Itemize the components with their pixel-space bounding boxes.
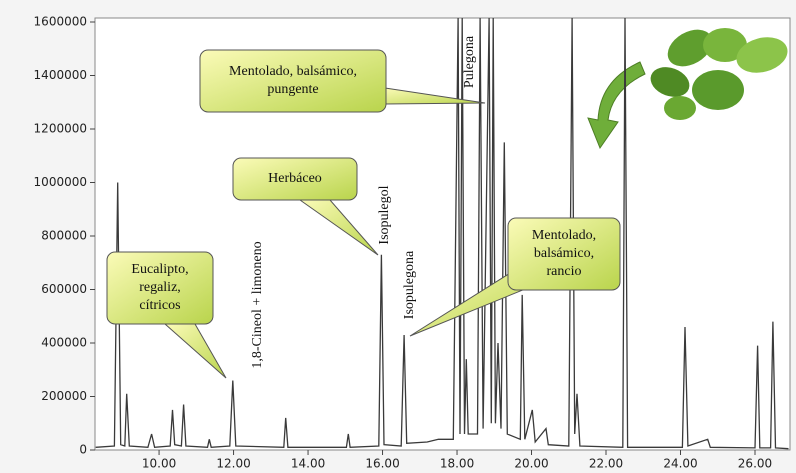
- y-tick-label: 1400000: [34, 68, 87, 82]
- x-tick-label: 26.00: [738, 457, 772, 471]
- callout-text: Mentolado,: [532, 228, 596, 243]
- y-tick-label: 800000: [41, 229, 87, 243]
- x-tick-label: 20.00: [514, 457, 548, 471]
- y-tick-label: 1600000: [34, 15, 87, 29]
- peak-label: 1,8-Cineol + limoneno: [250, 241, 265, 368]
- callout-text: regaliz,: [139, 280, 181, 295]
- y-tick-label: 1200000: [34, 122, 87, 136]
- x-tick-label: 18.00: [440, 457, 474, 471]
- y-tick-label: 600000: [41, 282, 87, 296]
- callout-text: Herbáceo: [268, 171, 322, 186]
- y-tick-label: 400000: [41, 336, 87, 350]
- peak-label: Isopulegona: [402, 250, 417, 319]
- callout-text: pungente: [267, 82, 318, 97]
- x-tick-label: 22.00: [589, 457, 623, 471]
- y-tick-label: 200000: [41, 389, 87, 403]
- callout-text: rancio: [547, 264, 582, 279]
- y-tick-label: 0: [79, 443, 87, 457]
- callout-text: cítricos: [139, 298, 180, 313]
- peak-label: Isopulegol: [377, 185, 392, 244]
- peak-label: Pulegona: [462, 35, 477, 88]
- callout-text: Mentolado, balsámico,: [229, 64, 357, 79]
- chart: 0 200000 400000 600000 800000 1000000 1200000 1…: [0, 0, 796, 473]
- callout-text: Eucalipto,: [131, 262, 188, 277]
- callout-text: balsámico,: [534, 246, 594, 261]
- callout-box: [200, 50, 386, 112]
- x-tick-label: 10.00: [142, 457, 176, 471]
- y-tick-label: 1000000: [34, 175, 87, 189]
- x-tick-label: 14.00: [291, 457, 325, 471]
- x-tick-label: 16.00: [365, 457, 399, 471]
- x-tick-label: 12.00: [216, 457, 250, 471]
- x-tick-label: 24.00: [663, 457, 697, 471]
